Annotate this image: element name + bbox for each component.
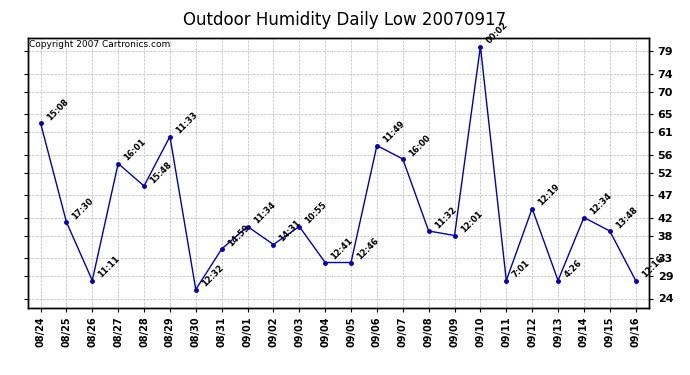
Text: 16:01: 16:01 (122, 138, 148, 163)
Text: 13:48: 13:48 (614, 205, 639, 230)
Text: 12:34: 12:34 (588, 192, 613, 217)
Text: 16:00: 16:00 (407, 133, 432, 158)
Text: 15:48: 15:48 (148, 160, 173, 185)
Text: 14:59: 14:59 (226, 223, 251, 248)
Text: 12:16: 12:16 (640, 254, 665, 280)
Text: 7:01: 7:01 (511, 259, 531, 280)
Text: 15:08: 15:08 (45, 97, 70, 122)
Text: 17:30: 17:30 (70, 196, 96, 221)
Text: 12:41: 12:41 (329, 236, 355, 262)
Text: 11:11: 11:11 (97, 254, 122, 280)
Text: 10:55: 10:55 (304, 201, 328, 226)
Text: Outdoor Humidity Daily Low 20070917: Outdoor Humidity Daily Low 20070917 (184, 11, 506, 29)
Text: 11:49: 11:49 (381, 120, 406, 145)
Text: 12:01: 12:01 (459, 210, 484, 235)
Text: 12:19: 12:19 (536, 183, 562, 208)
Text: 12:32: 12:32 (200, 264, 225, 289)
Text: 11:34: 11:34 (252, 201, 277, 226)
Text: 12:46: 12:46 (355, 236, 381, 262)
Text: 00:02: 00:02 (484, 21, 510, 46)
Text: 11:32: 11:32 (433, 205, 458, 230)
Text: Copyright 2007 Cartronics.com: Copyright 2007 Cartronics.com (30, 40, 170, 49)
Text: 11:33: 11:33 (174, 111, 199, 136)
Text: 4:26: 4:26 (562, 258, 584, 280)
Text: 14:31: 14:31 (277, 219, 303, 244)
